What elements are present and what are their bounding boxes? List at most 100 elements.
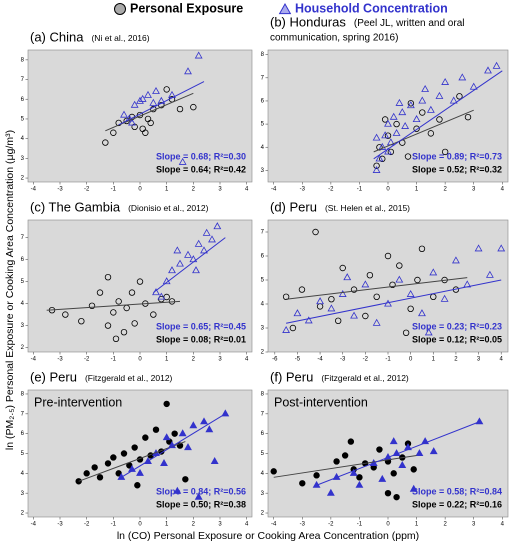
circle-point xyxy=(389,281,396,288)
x-tick-label: 0 xyxy=(409,357,413,363)
x-tick-label: 1 xyxy=(415,187,419,193)
fit-annotation: Slope = 0.23; R²=0.23 xyxy=(412,321,502,331)
y-tick-label: 7 xyxy=(261,75,265,81)
triangle-point xyxy=(429,447,438,455)
circle-point xyxy=(91,464,98,471)
y-tick-label: 3 xyxy=(21,323,25,329)
x-tick-label: -4 xyxy=(31,357,37,363)
y-tick-label: 3 xyxy=(261,491,265,497)
triangle-point xyxy=(149,98,158,106)
panel-subtitle: (Dionisio et al., 2012) xyxy=(128,203,208,213)
fit-line xyxy=(373,70,503,160)
x-tick-label: -1 xyxy=(385,357,391,363)
triangle-point xyxy=(378,474,387,482)
x-tick-label: -1 xyxy=(357,187,363,193)
triangle-point xyxy=(497,244,506,252)
legend-label: Household Concentration xyxy=(295,1,448,15)
x-tick-label: 3 xyxy=(218,357,222,363)
panel-title: (d) Peru xyxy=(270,199,317,214)
circle-point xyxy=(182,476,189,483)
circle-point xyxy=(441,148,449,156)
circle-point xyxy=(152,426,160,433)
x-tick-label: -1 xyxy=(111,187,117,193)
legend-label: Personal Exposure xyxy=(130,1,243,15)
fit-annotation: Slope = 0.64; R²=0.42 xyxy=(156,164,246,174)
triangle-point xyxy=(492,61,501,69)
circle-point xyxy=(341,452,349,459)
legend-marker xyxy=(114,3,126,15)
x-tick-label: -2 xyxy=(84,357,90,363)
fit-line xyxy=(373,109,474,153)
y-tick-label: 6 xyxy=(21,431,25,437)
circle-point xyxy=(136,278,144,285)
triangle-point xyxy=(406,101,415,109)
triangle-point xyxy=(208,235,216,243)
panel-label: Post-intervention xyxy=(274,395,368,409)
circle-point xyxy=(384,252,392,260)
y-tick-label: 4 xyxy=(261,145,265,151)
circle-point xyxy=(419,109,426,116)
triangle-point xyxy=(184,443,192,451)
panel-title: (c) The Gambia xyxy=(30,199,121,214)
triangle-point xyxy=(375,154,384,162)
y-tick-label: 6 xyxy=(21,97,25,103)
circle-point xyxy=(96,289,104,296)
x-tick-label: 0 xyxy=(386,187,390,193)
fit-annotation: Slope = 0.65; R²=0.45 xyxy=(156,321,246,331)
circle-point xyxy=(110,454,117,461)
triangle-point xyxy=(435,91,444,99)
triangle-point xyxy=(401,122,410,129)
triangle-point xyxy=(138,94,147,102)
triangle-point xyxy=(152,86,160,94)
circle-point xyxy=(387,148,395,156)
circle-point xyxy=(393,120,400,128)
x-tick-label: 4 xyxy=(501,187,505,193)
circle-point xyxy=(163,86,170,93)
triangle-point xyxy=(200,417,208,425)
circle-point xyxy=(373,293,380,300)
triangle-point xyxy=(378,142,387,150)
triangle-point xyxy=(173,486,182,494)
circle-point xyxy=(163,400,170,408)
triangle-point xyxy=(384,119,392,127)
circle-point xyxy=(104,274,112,281)
circle-point xyxy=(362,312,369,320)
y-tick-label: 4 xyxy=(21,136,25,142)
circle-point xyxy=(407,100,415,107)
panel-subtitle: communication, spring 2016) xyxy=(270,33,398,44)
triangle-point xyxy=(144,90,152,98)
circle-point xyxy=(410,466,417,473)
circle-point xyxy=(356,474,363,481)
triangle-point xyxy=(327,304,336,312)
y-tick-label: 7 xyxy=(261,230,265,236)
y-tick-label: 8 xyxy=(21,57,25,63)
circle-point xyxy=(393,493,400,501)
triangle-point xyxy=(200,246,208,254)
triangle-point xyxy=(458,73,467,81)
circle-point xyxy=(379,155,386,163)
triangle-point xyxy=(136,468,144,476)
circle-point xyxy=(312,228,319,236)
circle-point xyxy=(142,129,149,136)
triangle-point xyxy=(392,128,401,136)
triangle-point xyxy=(213,222,222,230)
triangle-point xyxy=(350,311,358,319)
y-tick-label: 2 xyxy=(21,176,25,182)
triangle-point xyxy=(429,268,438,276)
x-tick-label: 2 xyxy=(192,187,196,193)
circle-point xyxy=(163,293,170,301)
circle-point xyxy=(414,276,421,284)
y-tick-label: 5 xyxy=(261,451,265,457)
circle-point xyxy=(427,130,435,137)
circle-point xyxy=(402,329,410,336)
circle-point xyxy=(88,302,96,309)
legend-marker xyxy=(278,2,292,15)
x-tick-label: 4 xyxy=(245,357,249,363)
circle-point xyxy=(78,318,85,325)
circle-point xyxy=(407,305,414,312)
x-tick-label: 1 xyxy=(165,522,169,528)
y-tick-label: 3 xyxy=(21,156,25,162)
x-tick-label: 4 xyxy=(501,522,505,528)
y-tick-label: 4 xyxy=(21,301,25,307)
y-tick-label: 6 xyxy=(261,254,265,260)
